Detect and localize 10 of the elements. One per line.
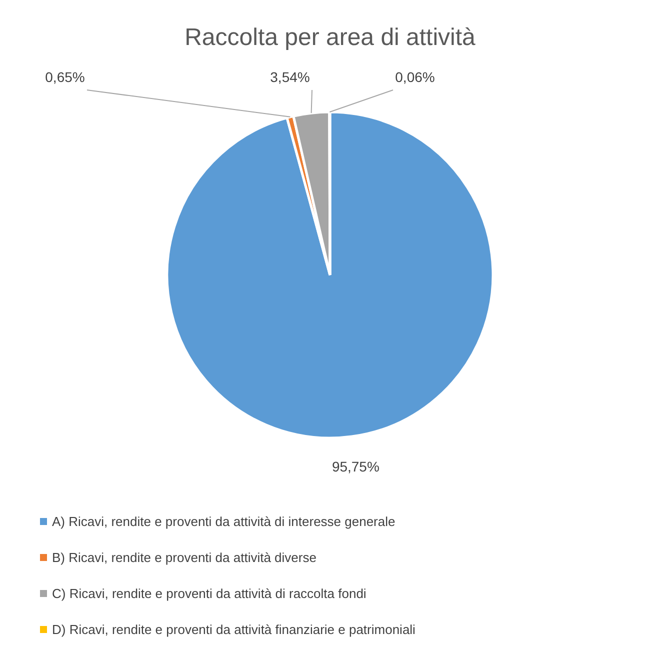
chart-title: Raccolta per area di attività [184,24,476,51]
data-label: 3,54% [270,69,310,85]
data-label: 0,65% [45,69,85,85]
legend-label: C) Ricavi, rendite e proventi da attività di raccolta fondi [52,586,366,601]
legend-label: A) Ricavi, rendite e proventi da attività di interesse generale [52,514,396,529]
data-label: 95,75% [332,458,380,474]
legend-label: D) Ricavi, rendite e proventi da attività finanziarie e patrimoniali [52,622,416,637]
pie-slice [166,110,494,439]
data-label: 0,06% [395,69,435,85]
legend-label: B) Ricavi, rendite e proventi da attività diverse [52,550,316,565]
